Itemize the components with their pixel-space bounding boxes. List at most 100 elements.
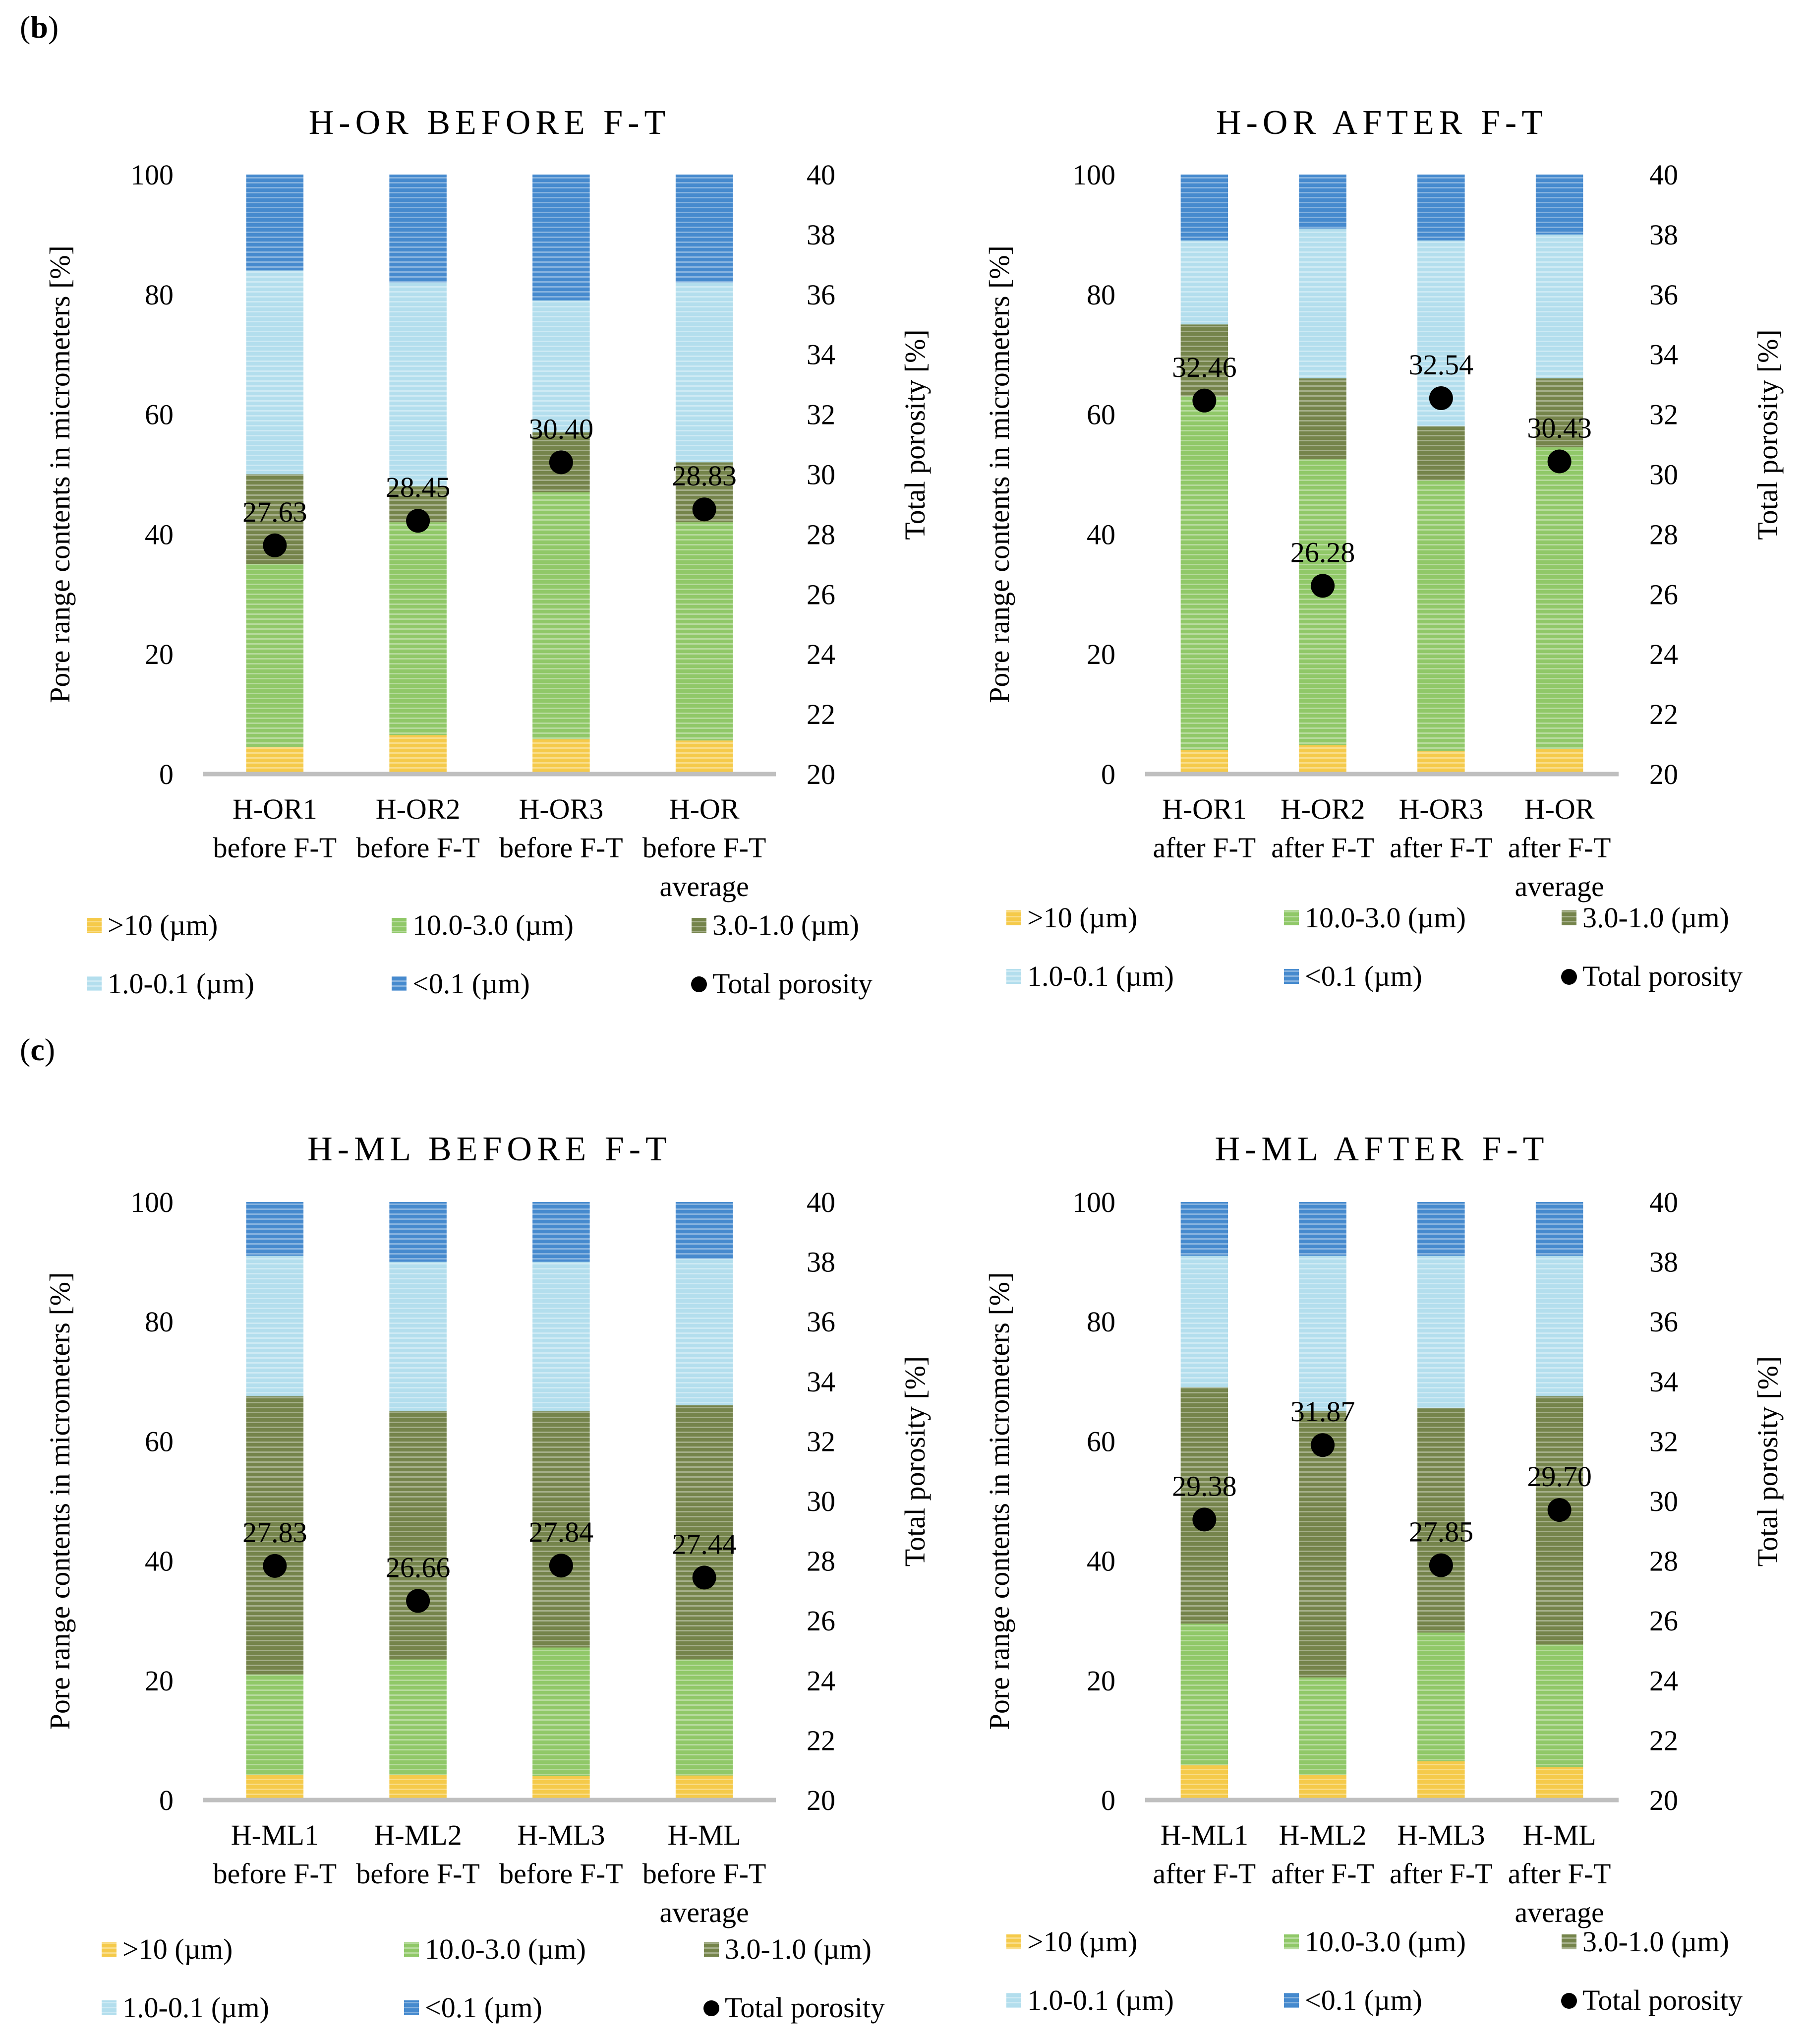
category-label: average (1515, 1896, 1604, 1928)
bar-segment-lt01 (246, 175, 304, 271)
y2-tick-label: 22 (807, 698, 835, 730)
category-label: after F-T (1271, 1858, 1374, 1890)
y2-tick-label: 32 (807, 399, 835, 431)
legend-swatch (1006, 910, 1021, 925)
legend-item: 3.0-1.0 (µm) (1562, 902, 1729, 934)
legend-label: 3.0-1.0 (µm) (725, 1933, 872, 1965)
bar-segment-lt01 (675, 175, 733, 283)
total-porosity-point (406, 509, 430, 533)
category-label: H-ML2 (1279, 1819, 1367, 1851)
legend-item: Total porosity (691, 967, 873, 1000)
y-tick-label: 0 (1101, 1784, 1115, 1816)
y2-tick-label: 36 (1649, 1306, 1678, 1338)
bar-segment-lt01 (1180, 175, 1228, 240)
total-porosity-label: 30.40 (529, 413, 594, 445)
y-tick-label: 100 (1072, 159, 1115, 191)
legend-swatch (87, 976, 102, 991)
y2-axis-label: Total porosity [%] (1751, 1356, 1784, 1566)
y2-tick-label: 38 (1649, 219, 1678, 251)
legend-item: >10 (µm) (102, 1933, 233, 1965)
legend-swatch (102, 2000, 117, 2015)
legend-swatch (404, 1942, 419, 1957)
category-label: H-OR3 (519, 793, 603, 825)
y2-tick-label: 22 (807, 1724, 835, 1756)
bar-segment-s1_01 (675, 1259, 733, 1406)
legend-item: 10.0-3.0 (µm) (1284, 902, 1466, 934)
legend-swatch (704, 1942, 719, 1957)
category-label: H-OR (669, 793, 740, 825)
bar-segment-s1_01 (389, 1262, 447, 1412)
legend-swatch (1284, 910, 1299, 925)
bar-segment-lt01 (1535, 1202, 1583, 1256)
legend-item: >10 (µm) (1006, 1925, 1137, 1958)
category-label: H-ML3 (1397, 1819, 1485, 1851)
y2-tick-label: 30 (807, 459, 835, 491)
legend-swatch (87, 918, 102, 933)
legend-label: <0.1 (µm) (1305, 960, 1422, 992)
legend-label: <0.1 (µm) (412, 967, 530, 1000)
bar-segment-gt10 (1417, 1761, 1465, 1800)
bar-segment-s1_01 (1535, 234, 1583, 379)
legend-item: Total porosity (703, 1991, 885, 2024)
y2-tick-label: 24 (1649, 638, 1678, 670)
legend-dot (691, 976, 707, 992)
total-porosity-label: 27.83 (242, 1516, 307, 1549)
category-label: H-OR1 (1162, 793, 1247, 825)
bar-segment-gt10 (389, 735, 447, 774)
bar-segment-s1_01 (1535, 1256, 1583, 1396)
category-label: before F-T (499, 1858, 623, 1890)
y2-tick-label: 22 (1649, 698, 1678, 730)
total-porosity-point (1429, 1553, 1453, 1577)
category-label: H-ML2 (374, 1819, 462, 1851)
total-porosity-label: 28.83 (672, 460, 737, 492)
bar-segment-s3_1 (1417, 1408, 1465, 1633)
total-porosity-label: 32.46 (1172, 351, 1237, 383)
y2-tick-label: 32 (1649, 1425, 1678, 1457)
legend-label: Total porosity (725, 1991, 885, 2024)
bar-segment-s10_3 (675, 522, 733, 741)
chart-1: H-OR BEFORE F-T 0 20 40 60 80 100 20 22 24 26 28 30 3… (44, 104, 931, 1000)
category-label: before F-T (213, 1858, 337, 1890)
bar-segment-s1_01 (1180, 1256, 1228, 1387)
y-tick-label: 100 (130, 1186, 174, 1218)
y-tick-label: 80 (145, 1306, 174, 1338)
y-axis-label: Pore range contents in micrometers [%] (983, 1272, 1015, 1730)
bar-segment-s10_3 (1417, 480, 1465, 752)
total-porosity-point (1192, 1507, 1217, 1532)
bar-segment-s10_3 (1417, 1632, 1465, 1761)
legend-item: 1.0-0.1 (µm) (1006, 960, 1174, 992)
bar-segment-s3_1 (1417, 426, 1465, 481)
legend-swatch (404, 2000, 419, 2015)
y-tick-label: 20 (145, 638, 174, 670)
bar-segment-s3_1 (1180, 1387, 1228, 1624)
total-porosity-label: 30.43 (1527, 412, 1592, 444)
bar-segment-s1_01 (1417, 1256, 1465, 1409)
total-porosity-point (1547, 1498, 1572, 1522)
y2-tick-label: 24 (1649, 1665, 1678, 1697)
category-label: H-OR3 (1398, 793, 1483, 825)
y2-tick-label: 26 (807, 1605, 835, 1637)
y-tick-label: 0 (1101, 758, 1115, 790)
total-porosity-label: 28.45 (386, 471, 451, 503)
bar-segment-lt01 (1299, 175, 1346, 229)
bar-segment-s3_1 (1535, 378, 1583, 448)
bar-segment-lt01 (1180, 1202, 1228, 1256)
bar-segment-s10_3 (246, 564, 304, 747)
category-label: H-ML3 (517, 1819, 605, 1851)
legend-swatch (1006, 1993, 1021, 2008)
y2-tick-label: 40 (1649, 1186, 1678, 1218)
bar-segment-s1_01 (1299, 1256, 1346, 1412)
panel-label-b: (b) (20, 9, 59, 45)
bar-segment-s1_01 (246, 270, 304, 475)
bar-segment-gt10 (675, 1775, 733, 1800)
category-label: after F-T (1153, 832, 1256, 864)
y-tick-label: 60 (145, 1425, 174, 1457)
bar-segment-s1_01 (532, 300, 590, 432)
total-porosity-point (692, 497, 716, 522)
total-porosity-point (1429, 386, 1453, 410)
y2-tick-label: 34 (1649, 339, 1678, 371)
legend-item: >10 (µm) (1006, 902, 1137, 934)
category-label: after F-T (1508, 1858, 1611, 1890)
y2-tick-label: 20 (807, 1784, 835, 1816)
bar-segment-lt01 (675, 1202, 733, 1259)
